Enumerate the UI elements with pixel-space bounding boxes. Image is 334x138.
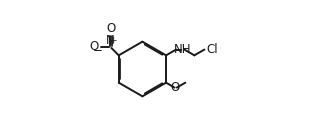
Text: O: O [171,81,180,94]
Text: O: O [89,40,99,53]
Text: NH: NH [174,43,191,56]
Text: N: N [106,34,115,47]
Text: −: − [93,44,103,57]
Text: +: + [109,36,116,45]
Text: O: O [106,22,115,35]
Text: Cl: Cl [207,43,218,56]
